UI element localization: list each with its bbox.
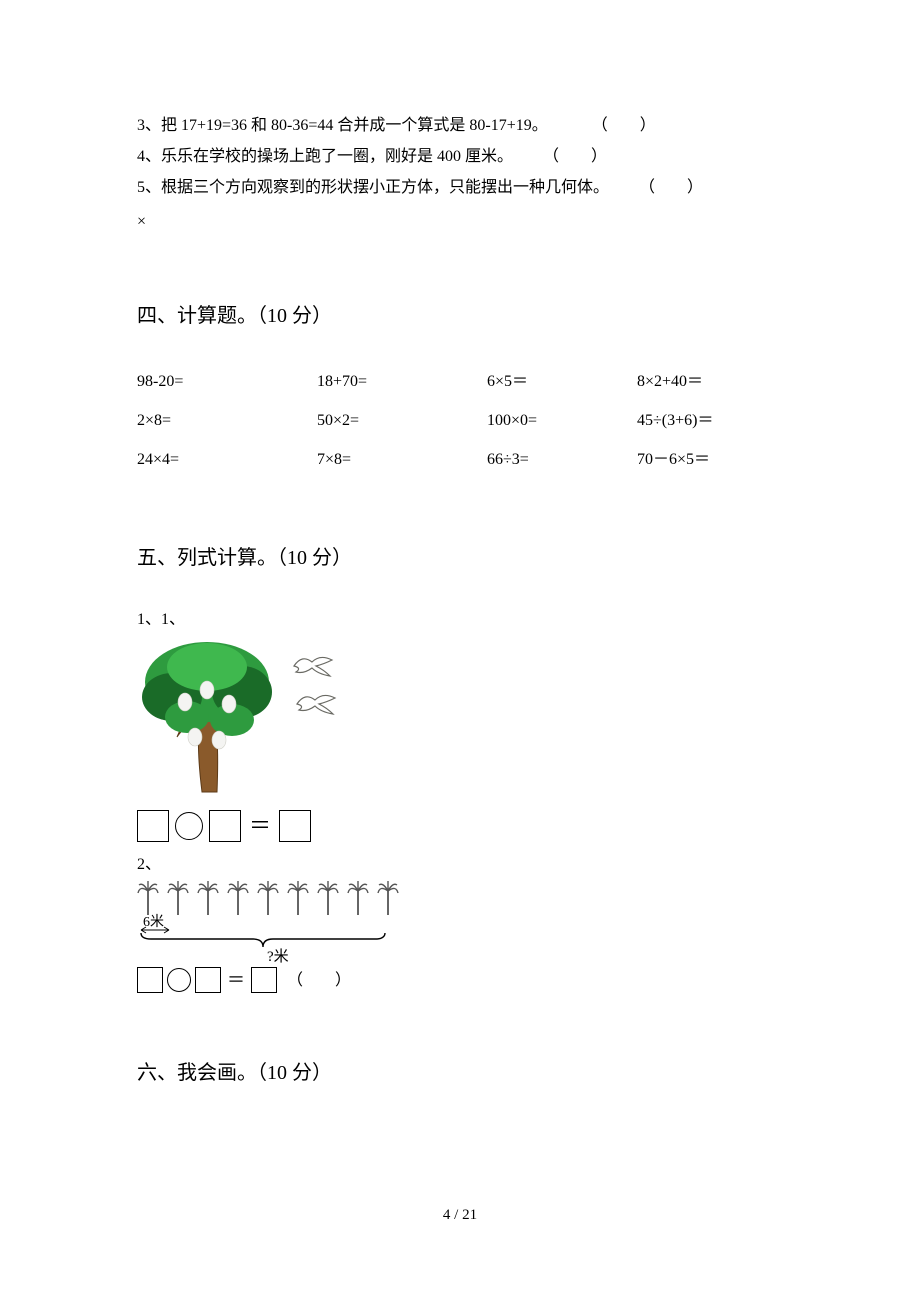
palm-tree-icon	[287, 881, 309, 917]
answer-mark: ×	[137, 206, 790, 237]
eq2-op[interactable]	[167, 968, 191, 992]
flying-bird-2	[295, 690, 337, 718]
tree-illustration	[137, 642, 282, 797]
flying-bird-1	[292, 652, 334, 680]
section-4-title: 四、计算题。（10 分）	[137, 297, 790, 336]
question-4-paren[interactable]: （ ）	[543, 141, 607, 172]
palm-tree-icon	[257, 881, 279, 917]
calc-cell[interactable]: 98-20=	[137, 362, 317, 401]
calc-cell[interactable]: 45÷(3+6)＝	[637, 401, 757, 440]
question-meters-label: ?米	[267, 943, 289, 972]
figure-palms: 6米?米	[137, 881, 437, 959]
calc-cell[interactable]: 66÷3=	[487, 440, 637, 479]
question-5-text: 5、根据三个方向观察到的形状摆小正方体，只能摆出一种几何体。	[137, 172, 609, 203]
equation-row-1: ＝	[137, 805, 790, 848]
calc-cell[interactable]: 24×4=	[137, 440, 317, 479]
eq2-box1[interactable]	[137, 967, 163, 993]
eq2-unit-paren[interactable]: （ ）	[287, 965, 351, 996]
equation-row-2: ＝ （ ）	[137, 963, 790, 998]
palm-tree-icon	[197, 881, 219, 917]
calc-cell[interactable]: 8×2+40＝	[637, 362, 757, 401]
question-4-text: 4、乐乐在学校的操场上跑了一圈，刚好是 400 厘米。	[137, 141, 513, 172]
sec5-label2: 2、	[137, 849, 790, 880]
question-4: 4、乐乐在学校的操场上跑了一圈，刚好是 400 厘米。 （ ）	[137, 141, 790, 172]
eq1-op[interactable]	[175, 812, 203, 840]
eq1-box1[interactable]	[137, 810, 169, 842]
palm-tree-icon	[377, 881, 399, 917]
question-3-text: 3、把 17+19=36 和 80-36=44 合并成一个算式是 80-17+1…	[137, 110, 548, 141]
calc-cell[interactable]: 100×0=	[487, 401, 637, 440]
eq1-box2[interactable]	[209, 810, 241, 842]
question-5-paren[interactable]: （ ）	[639, 172, 703, 203]
question-3: 3、把 17+19=36 和 80-36=44 合并成一个算式是 80-17+1…	[137, 110, 790, 141]
eq1-box3[interactable]	[279, 810, 311, 842]
question-5: 5、根据三个方向观察到的形状摆小正方体，只能摆出一种几何体。 （ ）	[137, 172, 790, 203]
section-6-title: 六、我会画。（10 分）	[137, 1054, 790, 1093]
calc-cell[interactable]: 2×8=	[137, 401, 317, 440]
calc-cell[interactable]: 7×8=	[317, 440, 487, 479]
calc-table: 98-20=18+70=6×5＝8×2+40＝ 2×8=50×2=100×0=45…	[137, 362, 757, 480]
calc-cell[interactable]: 6×5＝	[487, 362, 637, 401]
palm-tree-icon	[347, 881, 369, 917]
figure-tree-birds	[137, 642, 357, 797]
brace-icon	[137, 931, 389, 949]
question-3-paren[interactable]: （ ）	[592, 110, 656, 141]
palm-tree-icon	[317, 881, 339, 917]
eq2-box2[interactable]	[195, 967, 221, 993]
calc-cell[interactable]: 18+70=	[317, 362, 487, 401]
section-5-title: 五、列式计算。（10 分）	[137, 539, 790, 578]
sec5-label1: 1、1、	[137, 604, 790, 635]
calc-cell[interactable]: 50×2=	[317, 401, 487, 440]
eq2-equals: ＝	[225, 963, 247, 998]
page-footer: 4 / 21	[0, 1201, 920, 1230]
eq1-equals: ＝	[247, 805, 273, 848]
palm-tree-icon	[167, 881, 189, 917]
calc-cell[interactable]: 70－6×5＝	[637, 440, 757, 479]
palm-tree-icon	[227, 881, 249, 917]
